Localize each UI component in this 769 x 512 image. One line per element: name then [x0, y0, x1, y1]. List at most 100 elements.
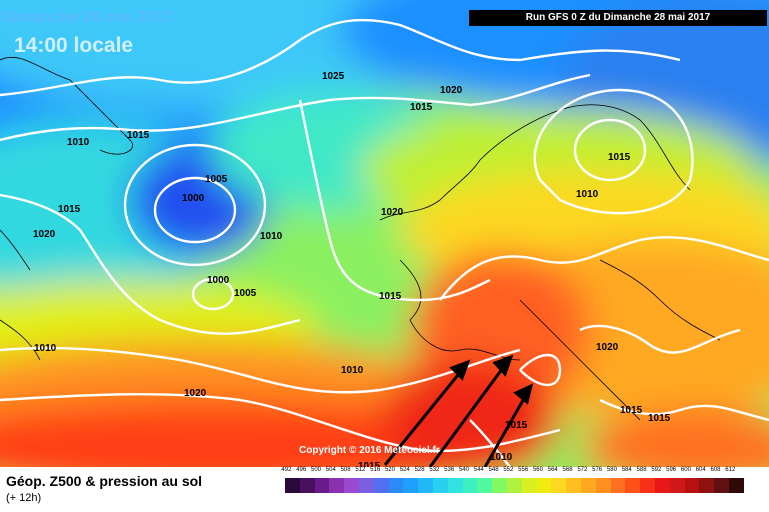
- legend-tick-label: 500: [310, 467, 321, 473]
- isobar-label: 1010: [67, 137, 90, 148]
- legend-swatch: [580, 478, 596, 493]
- legend-tick-label: 524: [399, 467, 410, 473]
- copyright: Copyright © 2016 Meteociel.fr: [299, 445, 440, 456]
- run-info: Run GFS 0 Z du Dimanche 28 mai 2017: [469, 10, 767, 26]
- arrow-line: [483, 394, 528, 467]
- legend-tick-label: 528: [414, 467, 425, 473]
- legend-swatch: [388, 478, 404, 493]
- geopotential-color-field: [0, 0, 769, 467]
- isobar-label: 1015: [379, 291, 402, 302]
- legend-tick-label: 492: [281, 467, 292, 473]
- arrow-head: [449, 359, 471, 381]
- legend-tick-label: 512: [355, 467, 366, 473]
- isobar-labels: 1015 1025 1020 1015 1010 1015 1005 1000 …: [33, 71, 671, 467]
- legend-tick-label: 612: [725, 467, 736, 473]
- legend-tick-label: 548: [488, 467, 499, 473]
- legend-swatch: [432, 478, 448, 493]
- legend-tick-label: 572: [577, 467, 588, 473]
- legend-tick-label: 544: [473, 467, 484, 473]
- legend-tick-label: 580: [606, 467, 617, 473]
- geopotential-map: 1015 1025 1020 1015 1010 1015 1005 1000 …: [0, 0, 769, 467]
- legend-swatch: [566, 478, 581, 493]
- isobar-label: 1020: [440, 85, 463, 96]
- legend-tick-label: 536: [444, 467, 455, 473]
- legend-swatch: [640, 478, 655, 493]
- legend-ticks: 492 496 500 504 508 512 516 520 524 528 532 536 540 5…: [279, 467, 738, 473]
- legend-tick-label: 608: [710, 467, 721, 473]
- legend-tick-label: 588: [636, 467, 647, 473]
- forecast-time: 14:00 locale: [14, 34, 134, 57]
- legend-title: Géop. Z500 & pression au sol: [6, 473, 203, 489]
- legend-swatch: [536, 478, 552, 493]
- isobar-label: 1015: [58, 204, 81, 215]
- legend-tick-label: 604: [695, 467, 706, 473]
- isobar-label: 1015: [648, 413, 671, 424]
- wind-arrows: [383, 354, 534, 467]
- coastlines: [0, 56, 721, 421]
- legend-tick-label: 508: [340, 467, 351, 473]
- isobars: [0, 18, 769, 467]
- isobar-label: 1020: [381, 207, 404, 218]
- legend-swatch: [669, 478, 685, 493]
- legend-tick-label: 600: [680, 467, 691, 473]
- legend-tick-label: 584: [621, 467, 632, 473]
- arrow-head: [492, 354, 514, 377]
- legend-tick-label: 516: [370, 467, 381, 473]
- legend-bar: Géop. Z500 & pression au sol (+ 12h) 492…: [0, 467, 769, 512]
- legend-swatch: [329, 478, 345, 493]
- isobar-label: 1015: [505, 420, 528, 431]
- legend-swatch: [506, 478, 522, 493]
- isobar-label: 1005: [234, 288, 257, 299]
- legend-tick-label: 540: [458, 467, 469, 473]
- legend-swatch: [344, 478, 359, 493]
- legend-swatch: [521, 478, 537, 493]
- legend-swatch: [477, 478, 493, 493]
- legend-swatch: [699, 478, 715, 493]
- arrow-line: [383, 369, 464, 466]
- arrow-line: [428, 364, 507, 467]
- isobar-label: 1015: [620, 405, 643, 416]
- legend-swatch: [447, 478, 463, 493]
- legend-tick-label: 560: [532, 467, 543, 473]
- isobar-label: 1005: [205, 174, 228, 185]
- isobar-label: 1025: [322, 71, 345, 82]
- isobar-label: 1010: [576, 189, 599, 200]
- isobar-label: 1010: [341, 365, 364, 376]
- legend-tick-label: 496: [296, 467, 307, 473]
- legend-swatch: [299, 478, 315, 493]
- legend-tick-label: 592: [651, 467, 662, 473]
- legend-swatch: [684, 478, 700, 493]
- legend-tick-label: 532: [429, 467, 440, 473]
- legend-swatch: [358, 478, 374, 493]
- legend-tick-label: 564: [547, 467, 558, 473]
- isobar-label: 1020: [33, 229, 56, 240]
- legend-tick-label: 520: [384, 467, 395, 473]
- forecast-date: Dimanche 28 mai 2017: [2, 9, 173, 26]
- legend-tick-label: 504: [325, 467, 336, 473]
- isobar-label: 1010: [260, 231, 283, 242]
- legend-swatch: [373, 478, 389, 493]
- legend-tick-label: 552: [503, 467, 514, 473]
- legend-swatch: [714, 478, 729, 493]
- legend-subtitle: (+ 12h): [6, 492, 42, 504]
- isobar-label: 1020: [184, 388, 207, 399]
- legend-tick-label: 576: [592, 467, 603, 473]
- legend-swatch: [314, 478, 330, 493]
- legend-swatch: [462, 478, 478, 493]
- legend-swatch: [595, 478, 611, 493]
- isobar-label: 1010: [34, 343, 57, 354]
- legend-tick-label: 596: [666, 467, 677, 473]
- isobar-label: 1000: [182, 193, 205, 204]
- legend-swatch: [418, 478, 433, 493]
- isobar-label: 1015: [127, 130, 150, 141]
- arrow-head: [513, 383, 534, 405]
- legend-tick-label: 556: [518, 467, 529, 473]
- legend-swatch: [728, 478, 744, 493]
- legend-color-scale: [285, 478, 744, 493]
- isobar-label: 1000: [207, 275, 230, 286]
- legend-swatch: [654, 478, 670, 493]
- isobar-label: 1015: [608, 152, 631, 163]
- legend-tick-label: 568: [562, 467, 573, 473]
- isobar-label: 1010: [490, 452, 513, 463]
